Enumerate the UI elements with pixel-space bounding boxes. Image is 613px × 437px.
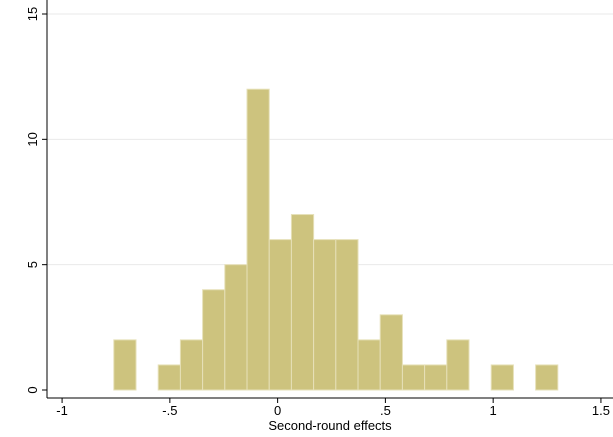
bar [157, 364, 181, 391]
bar [268, 239, 292, 391]
x-tick-label: -1 [56, 403, 68, 418]
bar [246, 88, 270, 391]
x-axis-label: Second-round effects [268, 418, 392, 433]
bar [202, 289, 226, 391]
y-tick-label: 5 [25, 261, 40, 268]
bar [313, 239, 337, 391]
y-tick-label: 15 [25, 7, 40, 21]
bar [535, 364, 559, 391]
x-tick-label: -.5 [162, 403, 177, 418]
y-tick-label: 10 [25, 132, 40, 146]
bar [401, 364, 426, 391]
bar [424, 364, 448, 391]
bar [446, 339, 470, 391]
bar [490, 364, 514, 391]
bar [335, 239, 359, 391]
x-tick-label: 0 [274, 403, 281, 418]
x-tick-label: .5 [380, 403, 391, 418]
x-tick-label: 1.5 [592, 403, 610, 418]
y-tick-label: 0 [25, 386, 40, 393]
bar [224, 264, 248, 391]
bar [179, 339, 204, 391]
bar [357, 339, 381, 391]
bar [113, 339, 137, 391]
bar [379, 314, 403, 391]
x-tick-label: 1 [490, 403, 497, 418]
bar [290, 214, 315, 391]
